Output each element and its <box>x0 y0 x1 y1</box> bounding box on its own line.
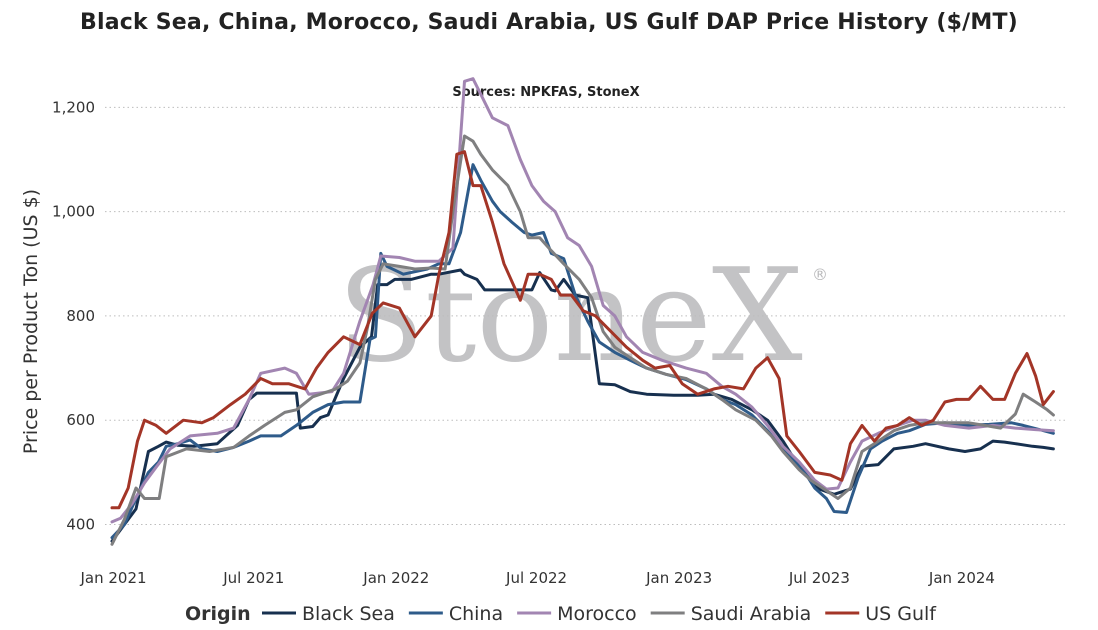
legend-label: Saudi Arabia <box>691 603 812 625</box>
watermark-registered-mark: ® <box>812 265 828 284</box>
legend-label: Black Sea <box>302 603 395 625</box>
legend-item-us-gulf[interactable]: US Gulf <box>825 603 937 625</box>
y-tick-label: 1,200 <box>52 98 95 116</box>
watermark-text: StoneX <box>337 242 803 391</box>
legend-label: US Gulf <box>865 603 937 625</box>
y-axis-title: Price per Product Ton (US $) <box>20 189 42 454</box>
series-line-china <box>110 163 1055 540</box>
chart-sources: Sources: NPKFAS, StoneX <box>452 85 639 100</box>
legend-title: Origin <box>185 603 251 625</box>
x-tick-label: Jul 2023 <box>788 569 850 587</box>
legend-label: Morocco <box>557 603 637 625</box>
series-line-morocco <box>110 77 1055 524</box>
series-lines <box>110 77 1055 546</box>
legend-item-black-sea[interactable]: Black Sea <box>262 603 395 625</box>
y-tick-label: 600 <box>66 411 95 429</box>
x-tick-label: Jan 2024 <box>928 569 995 587</box>
y-tick-label: 400 <box>66 516 95 534</box>
legend-item-china[interactable]: China <box>408 603 503 625</box>
series-line-saudi-arabia <box>110 134 1055 546</box>
x-tick-label: Jan 2022 <box>362 569 429 587</box>
x-tick-label: Jul 2021 <box>222 569 284 587</box>
series-line-us-gulf <box>110 150 1055 510</box>
legend[interactable]: Origin Black Sea China Morocco Saudi Arabia U… <box>185 603 937 625</box>
stonex-watermark: StoneX ® <box>337 242 828 391</box>
y-axis-ticks: 400 600 800 1,000 1,200 <box>52 98 95 533</box>
legend-label: China <box>449 603 503 625</box>
legend-item-saudi-arabia[interactable]: Saudi Arabia <box>650 603 812 625</box>
chart-title: Black Sea, China, Morocco, Saudi Arabia,… <box>80 10 1018 35</box>
x-tick-label: Jan 2023 <box>645 569 712 587</box>
x-tick-label: Jul 2022 <box>505 569 567 587</box>
series-line-black-sea <box>110 268 1055 543</box>
x-tick-label: Jan 2021 <box>79 569 146 587</box>
legend-item-morocco[interactable]: Morocco <box>517 603 637 625</box>
y-tick-label: 1,000 <box>52 203 95 221</box>
x-axis-ticks: Jan 2021 Jul 2021 Jan 2022 Jul 2022 Jan 2023… <box>79 569 995 587</box>
y-tick-label: 800 <box>66 307 95 325</box>
